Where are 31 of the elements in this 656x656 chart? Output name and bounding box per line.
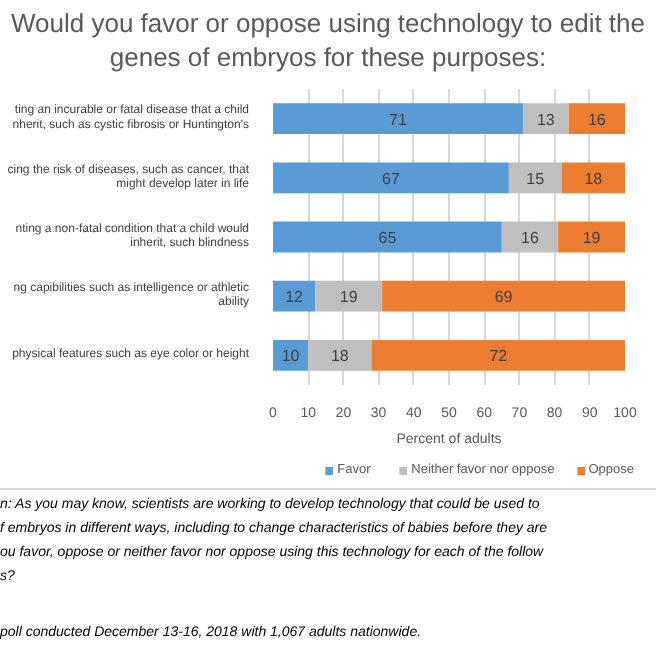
bar: [273, 340, 309, 371]
bar: [561, 162, 625, 194]
bar: [508, 162, 562, 194]
data-label: 12: [285, 288, 305, 307]
bar: [501, 221, 559, 253]
bar: [371, 340, 625, 371]
bar: [308, 340, 372, 371]
bar: [273, 103, 523, 134]
bar: [568, 103, 625, 134]
bar: [382, 280, 625, 312]
data-label: 65: [378, 229, 398, 247]
bar: [315, 280, 383, 312]
bar: [273, 280, 316, 312]
data-label: 16: [587, 110, 607, 129]
data-label: 16: [521, 229, 540, 247]
bar: [273, 162, 509, 194]
data-label: 18: [584, 169, 604, 188]
data-label: 67: [382, 169, 401, 188]
chart-title: Would you favor or oppose using technology to edit the genes of embryos for these purposes:: [10, 8, 646, 76]
data-label: 19: [339, 288, 359, 307]
data-label: 10: [281, 347, 301, 366]
data-label: 19: [582, 229, 602, 247]
data-label: 71: [389, 110, 408, 129]
data-label: 15: [526, 169, 546, 188]
bar: [273, 221, 502, 253]
data-label: 69: [494, 288, 514, 307]
bar: [522, 103, 569, 134]
bar: [558, 221, 625, 253]
data-label: 18: [330, 347, 350, 366]
data-label: 13: [536, 110, 556, 129]
data-label: 72: [489, 347, 509, 366]
